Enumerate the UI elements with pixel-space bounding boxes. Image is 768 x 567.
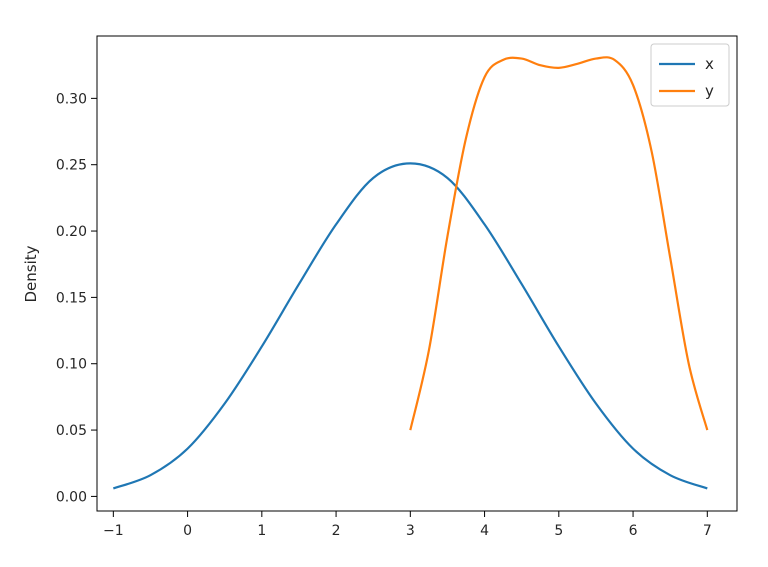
series-line-x xyxy=(112,162,708,490)
y-axis: 0.00 0.05 0.10 0.15 0.20 0.25 0.30 xyxy=(56,91,97,505)
legend-label-x: x xyxy=(705,55,714,73)
x-tick-label: −1 xyxy=(103,523,124,539)
x-tick-label: 6 xyxy=(629,523,638,539)
y-tick-label: 0.05 xyxy=(56,423,87,439)
axes-frame xyxy=(96,35,738,512)
x-tick-label: 4 xyxy=(480,523,489,539)
x-tick-label: 7 xyxy=(703,523,712,539)
x-axis: −1 0 1 2 3 4 5 6 7 xyxy=(103,511,712,539)
y-tick-label: 0.20 xyxy=(56,224,87,240)
legend: xy xyxy=(650,43,730,107)
y-tick-label: 0.25 xyxy=(56,158,87,174)
y-tick-label: 0.00 xyxy=(56,489,87,505)
x-tick-label: 5 xyxy=(554,523,563,539)
y-tick-label: 0.30 xyxy=(56,91,87,107)
x-tick-label: 0 xyxy=(183,523,192,539)
x-tick-label: 3 xyxy=(406,523,415,539)
y-tick-label: 0.10 xyxy=(56,357,87,373)
y-axis-label: Density xyxy=(22,245,40,302)
legend-box xyxy=(650,43,730,107)
x-tick-label: 1 xyxy=(257,523,266,539)
legend-label-y: y xyxy=(705,82,714,100)
x-tick-label: 2 xyxy=(332,523,341,539)
plot-area xyxy=(112,56,709,490)
series-line-y xyxy=(409,56,709,431)
y-tick-label: 0.15 xyxy=(56,290,87,306)
